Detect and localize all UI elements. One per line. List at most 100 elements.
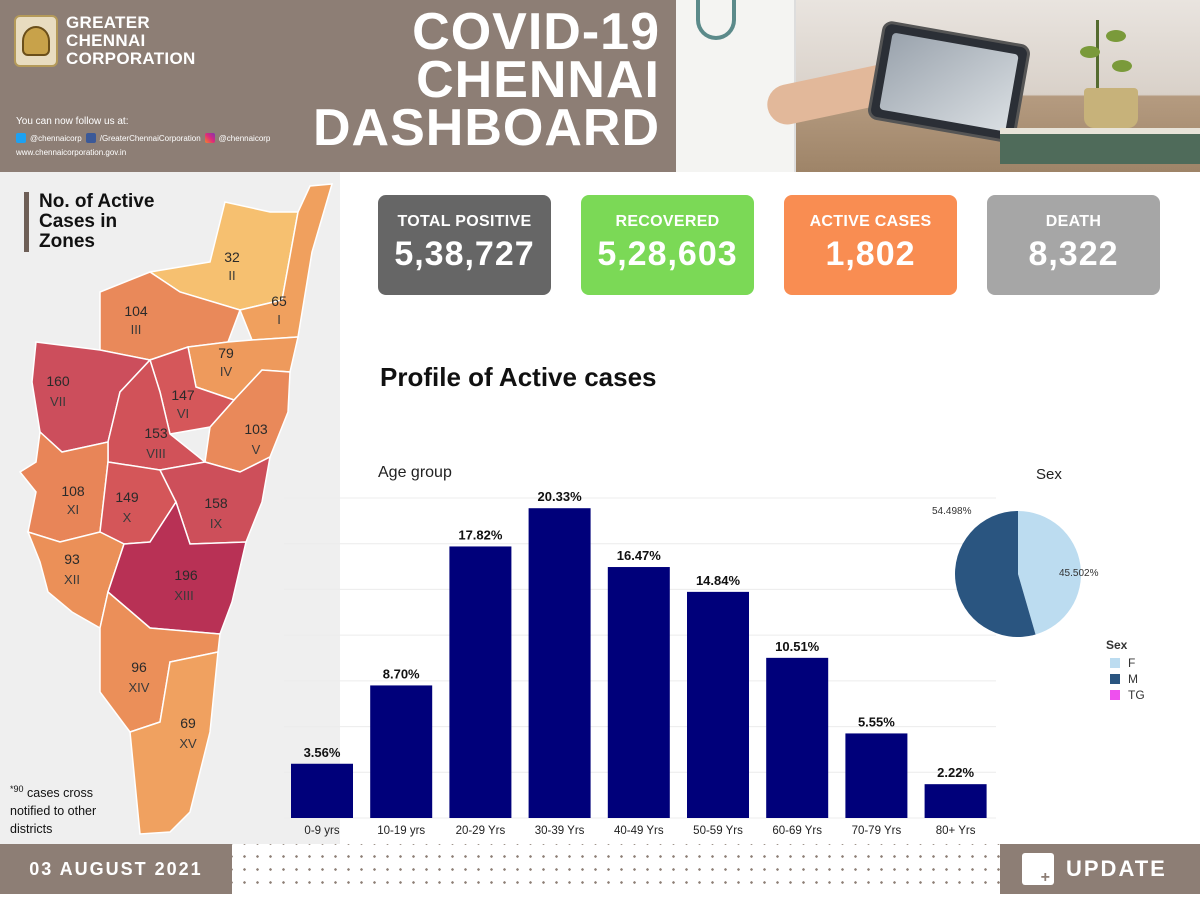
title-line: CHENNAI	[416, 51, 660, 109]
zone-XII-label: XII	[64, 572, 80, 587]
zone-I[interactable]	[238, 183, 334, 341]
bar[interactable]	[291, 763, 353, 818]
bar[interactable]	[845, 733, 908, 818]
zone-XI-label: XI	[67, 502, 79, 517]
kpi-total-positive: TOTAL POSITIVE 5,38,727	[378, 195, 551, 295]
kpi-active-cases: ACTIVE CASES 1,802	[784, 195, 957, 295]
twitter-icon	[16, 133, 26, 143]
bar-value-label: 8.70%	[383, 666, 420, 681]
footnote-line: districts	[10, 822, 53, 837]
kpi-label: DEATH	[1045, 213, 1102, 230]
x-tick-label: 0-9 yrs	[304, 825, 339, 837]
zone-XV-label: XV	[179, 736, 197, 751]
update-badge: UPDATE	[1000, 844, 1200, 894]
x-tick-label: 80+ Yrs	[936, 825, 976, 837]
zone-XIII-label: XIII	[174, 588, 194, 603]
zone-II-label: II	[228, 268, 235, 283]
x-tick-label: 10-19 yrs	[377, 825, 425, 837]
bar-value-label: 3.56%	[304, 745, 341, 760]
org-name-line: CHENNAI	[66, 31, 146, 50]
zone-XIV-cases: 96	[131, 659, 147, 675]
bar[interactable]	[528, 508, 591, 818]
bar[interactable]	[766, 657, 829, 818]
pie-value-label: 45.502%	[1059, 568, 1099, 579]
footer-dot-pattern	[232, 844, 1000, 894]
update-icon	[1022, 853, 1054, 887]
kpi-label: TOTAL POSITIVE	[397, 213, 532, 230]
map-title-line: Zones	[39, 231, 95, 252]
x-tick-label: 60-69 Yrs	[772, 825, 822, 837]
zone-map-panel: 32 II 65 I 104 III 79 IV 160 VII 147 VI …	[0, 172, 340, 844]
sex-chart-label: Sex	[1036, 466, 1062, 483]
follow-us: You can now follow us at: @chennaicorp /…	[16, 116, 270, 157]
legend-swatch-tg	[1110, 690, 1120, 700]
zone-XV[interactable]	[129, 651, 219, 835]
x-tick-label: 20-29 Yrs	[456, 825, 506, 837]
zone-IV-cases: 79	[218, 345, 234, 361]
org-name-line: GREATER	[66, 13, 150, 32]
bar[interactable]	[924, 784, 987, 818]
instagram-handle[interactable]: @chennaicorp	[218, 133, 271, 143]
kpi-label: RECOVERED	[615, 213, 720, 230]
zone-III-label: III	[131, 322, 142, 337]
instagram-icon	[204, 133, 215, 143]
zone-map: 32 II 65 I 104 III 79 IV 160 VII 147 VI …	[18, 183, 334, 835]
website-link[interactable]: www.chennaicorporation.gov.in	[16, 148, 127, 157]
zone-X-label: X	[123, 510, 132, 525]
zone-VII-cases: 160	[46, 373, 70, 389]
bar[interactable]	[449, 546, 512, 818]
sex-pie-chart: 45.502% 54.498%	[932, 506, 1099, 637]
x-tick-label: 70-79 Yrs	[852, 825, 902, 837]
bar-value-label: 10.51%	[775, 639, 820, 654]
kpi-value: 1,802	[825, 235, 916, 273]
facebook-icon	[85, 133, 96, 143]
bar-value-label: 16.47%	[617, 548, 662, 563]
follow-intro: You can now follow us at:	[16, 116, 129, 127]
footnote-line: notified to other	[10, 804, 97, 819]
plant-pot-icon	[1084, 88, 1138, 128]
zone-XIV-label: XIV	[129, 680, 150, 695]
zone-XI-cases: 108	[61, 483, 85, 499]
stethoscope-icon	[696, 0, 736, 40]
zone-IV-label: IV	[220, 364, 233, 379]
facebook-handle[interactable]: /GreaterChennaiCorporation	[99, 133, 201, 143]
zone-III-cases: 104	[124, 303, 148, 319]
x-tick-label: 40-49 Yrs	[614, 825, 664, 837]
cross-district-footnote: *90 cases cross notified to other distri…	[10, 780, 96, 838]
legend-label: F	[1128, 656, 1136, 670]
bar-value-label: 20.33%	[538, 490, 583, 504]
kpi-death: DEATH 8,322	[987, 195, 1160, 295]
bar[interactable]	[607, 567, 670, 818]
title-line: COVID-19	[412, 3, 660, 61]
pie-slice-f[interactable]	[1018, 511, 1081, 635]
zone-I-label: I	[277, 312, 281, 327]
zone-VI-cases: 147	[171, 387, 195, 403]
bar-value-label: 14.84%	[696, 573, 741, 588]
x-tick-label: 50-59 Yrs	[693, 825, 743, 837]
kpi-label: ACTIVE CASES	[809, 213, 932, 230]
legend-label: TG	[1128, 688, 1145, 702]
kpi-value: 5,38,727	[394, 235, 535, 273]
age-group-label: Age group	[378, 464, 452, 481]
header-photo	[676, 0, 1200, 172]
map-title-line: No. of Active	[39, 191, 155, 212]
zone-II-cases: 32	[224, 249, 240, 265]
legend-item-m: M	[1106, 672, 1145, 686]
profile-title: Profile of Active cases	[380, 362, 657, 392]
zone-VIII-label: VIII	[146, 446, 166, 461]
zone-VII-label: VII	[50, 394, 66, 409]
map-title-line: Cases in	[39, 211, 118, 232]
pie-slice-m[interactable]	[955, 511, 1036, 637]
bar-value-label: 2.22%	[937, 765, 974, 780]
zone-XII-cases: 93	[64, 551, 80, 567]
x-tick-label: 30-39 Yrs	[535, 825, 585, 837]
bar-value-label: 17.82%	[458, 527, 503, 542]
bar[interactable]	[687, 591, 749, 818]
twitter-handle[interactable]: @chennaicorp	[30, 133, 82, 143]
legend-swatch-m	[1110, 674, 1120, 684]
social-links: @chennaicorp /GreaterChennaiCorporation …	[16, 133, 270, 143]
bar[interactable]	[370, 685, 433, 818]
zone-VI-label: VI	[177, 406, 189, 421]
update-label: UPDATE	[1066, 856, 1167, 881]
legend-swatch-f	[1110, 658, 1120, 668]
